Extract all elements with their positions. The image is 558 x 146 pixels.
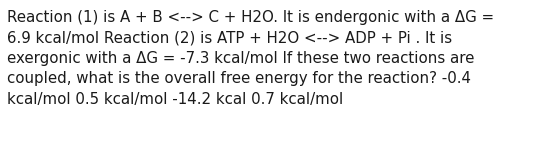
Text: Reaction (1) is A + B <--> C + H2O. It is endergonic with a ΔG =
6.9 kcal/mol Re: Reaction (1) is A + B <--> C + H2O. It i… [7,10,494,107]
